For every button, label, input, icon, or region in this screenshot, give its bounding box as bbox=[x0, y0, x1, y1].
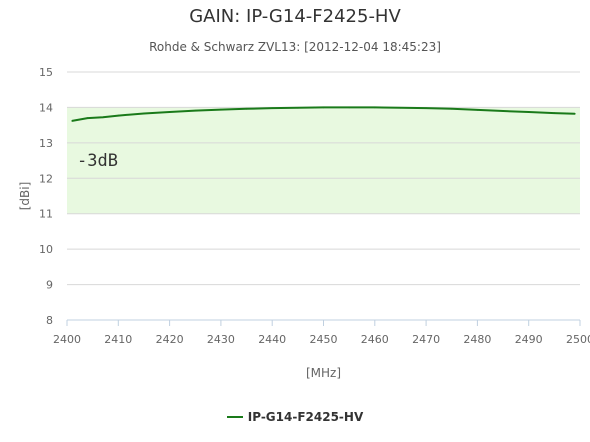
x-tick-label: 2400 bbox=[53, 333, 81, 346]
band-label: -3dB bbox=[77, 151, 118, 171]
x-tick-label: 2420 bbox=[156, 333, 184, 346]
legend[interactable]: IP-G14-F2425-HV bbox=[0, 410, 590, 424]
y-tick-label: 11 bbox=[39, 208, 53, 221]
y-tick-label: 8 bbox=[46, 314, 53, 327]
data-point[interactable] bbox=[348, 106, 350, 109]
y-tick-label: 12 bbox=[39, 172, 53, 185]
x-tick-label: 2490 bbox=[515, 333, 543, 346]
x-tick-label: 2430 bbox=[207, 333, 235, 346]
data-point[interactable] bbox=[271, 107, 274, 109]
data-point[interactable] bbox=[117, 114, 120, 117]
y-axis-title: [dBi] bbox=[18, 182, 32, 211]
x-tick-label: 2470 bbox=[412, 333, 440, 346]
data-point[interactable] bbox=[322, 106, 325, 109]
chart-subtitle: Rohde & Schwarz ZVL13: [2012-12-04 18:45… bbox=[149, 40, 441, 54]
data-point[interactable] bbox=[502, 110, 504, 112]
y-tick-label: 15 bbox=[39, 66, 53, 79]
data-point[interactable] bbox=[574, 113, 576, 115]
x-tick-label: 2480 bbox=[463, 333, 491, 346]
x-tick-label: 2460 bbox=[361, 333, 389, 346]
y-tick-label: 13 bbox=[39, 137, 53, 150]
data-point[interactable] bbox=[476, 109, 479, 111]
data-point[interactable] bbox=[168, 111, 171, 113]
x-axis-title: [MHz] bbox=[306, 366, 341, 380]
data-point[interactable] bbox=[399, 106, 402, 109]
data-point[interactable] bbox=[71, 120, 73, 122]
x-tick-label: 2500 bbox=[566, 333, 590, 346]
data-point[interactable] bbox=[425, 107, 427, 109]
data-point[interactable] bbox=[527, 111, 530, 113]
data-point[interactable] bbox=[374, 106, 376, 109]
data-point[interactable] bbox=[102, 116, 104, 119]
data-point[interactable] bbox=[450, 108, 453, 110]
data-point[interactable] bbox=[86, 117, 89, 119]
data-point[interactable] bbox=[297, 106, 299, 109]
y-tick-label: 9 bbox=[46, 279, 53, 292]
legend-swatch bbox=[226, 415, 243, 418]
chart-title: GAIN: IP-G14-F2425-HV bbox=[189, 6, 401, 27]
y-tick-label: 10 bbox=[39, 243, 53, 256]
minus-3db-band bbox=[67, 107, 580, 214]
x-tick-label: 2440 bbox=[258, 333, 286, 346]
legend-label: IP-G14-F2425-HV bbox=[247, 410, 364, 424]
x-tick-label: 2410 bbox=[104, 333, 132, 346]
x-tick-label: 2450 bbox=[310, 333, 338, 346]
data-point[interactable] bbox=[245, 108, 248, 110]
data-point[interactable] bbox=[194, 109, 197, 112]
data-point[interactable] bbox=[553, 112, 556, 114]
data-point[interactable] bbox=[220, 108, 222, 111]
y-tick-label: 14 bbox=[39, 101, 53, 114]
series-line[interactable] bbox=[71, 106, 575, 122]
data-point[interactable] bbox=[143, 112, 145, 115]
